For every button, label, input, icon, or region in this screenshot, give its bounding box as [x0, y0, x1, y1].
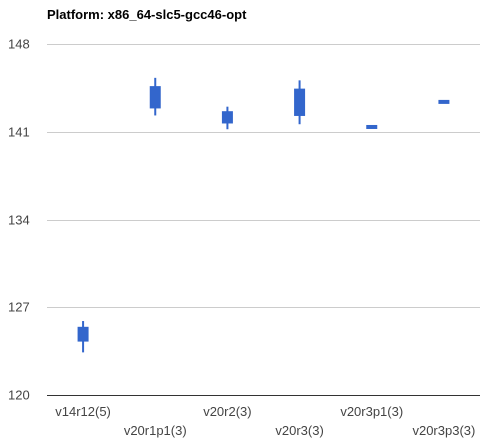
x-axis-tick-labels: v14r12(5) v20r1p1(3) v20r2(3) v20r3(3) v20r3… — [55, 404, 475, 438]
candles — [77, 77, 450, 353]
x-tick-label: v20r3p3(3) — [412, 423, 475, 438]
x-tick-label: v20r2(3) — [203, 404, 251, 419]
candle — [366, 124, 378, 129]
y-tick-label: 141 — [8, 125, 30, 140]
x-tick-label: v20r3(3) — [275, 423, 323, 438]
candle — [149, 77, 161, 116]
y-tick-label: 127 — [8, 300, 30, 315]
x-tick-label: v20r1p1(3) — [124, 423, 187, 438]
y-tick-label: 148 — [8, 37, 30, 52]
gridlines — [47, 44, 480, 396]
candle — [77, 321, 89, 353]
candle — [438, 99, 450, 104]
candle-body — [438, 99, 450, 104]
candle — [294, 80, 306, 125]
y-tick-label: 120 — [8, 388, 30, 403]
candle-body — [366, 124, 378, 129]
y-tick-label: 134 — [8, 213, 30, 228]
candle-body — [221, 111, 233, 124]
candle-body — [149, 86, 161, 109]
x-tick-label: v14r12(5) — [55, 404, 111, 419]
candle-body — [77, 326, 89, 342]
y-axis-tick-labels: 120 127 134 141 148 — [8, 37, 30, 403]
x-tick-label: v20r3p1(3) — [340, 404, 403, 419]
candle — [221, 106, 233, 130]
candle-body — [294, 88, 306, 116]
chart-title: Platform: x86_64-slc5-gcc46-opt — [47, 7, 247, 22]
